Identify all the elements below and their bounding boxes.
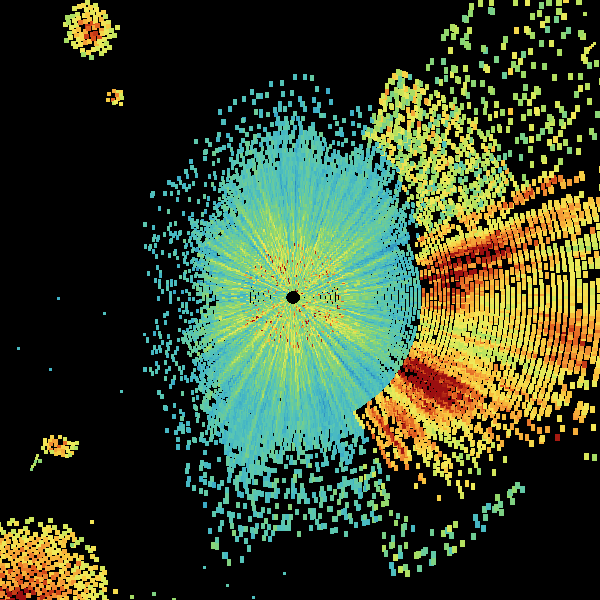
radar-heatmap-canvas [0,0,600,600]
radar-display [0,0,600,600]
